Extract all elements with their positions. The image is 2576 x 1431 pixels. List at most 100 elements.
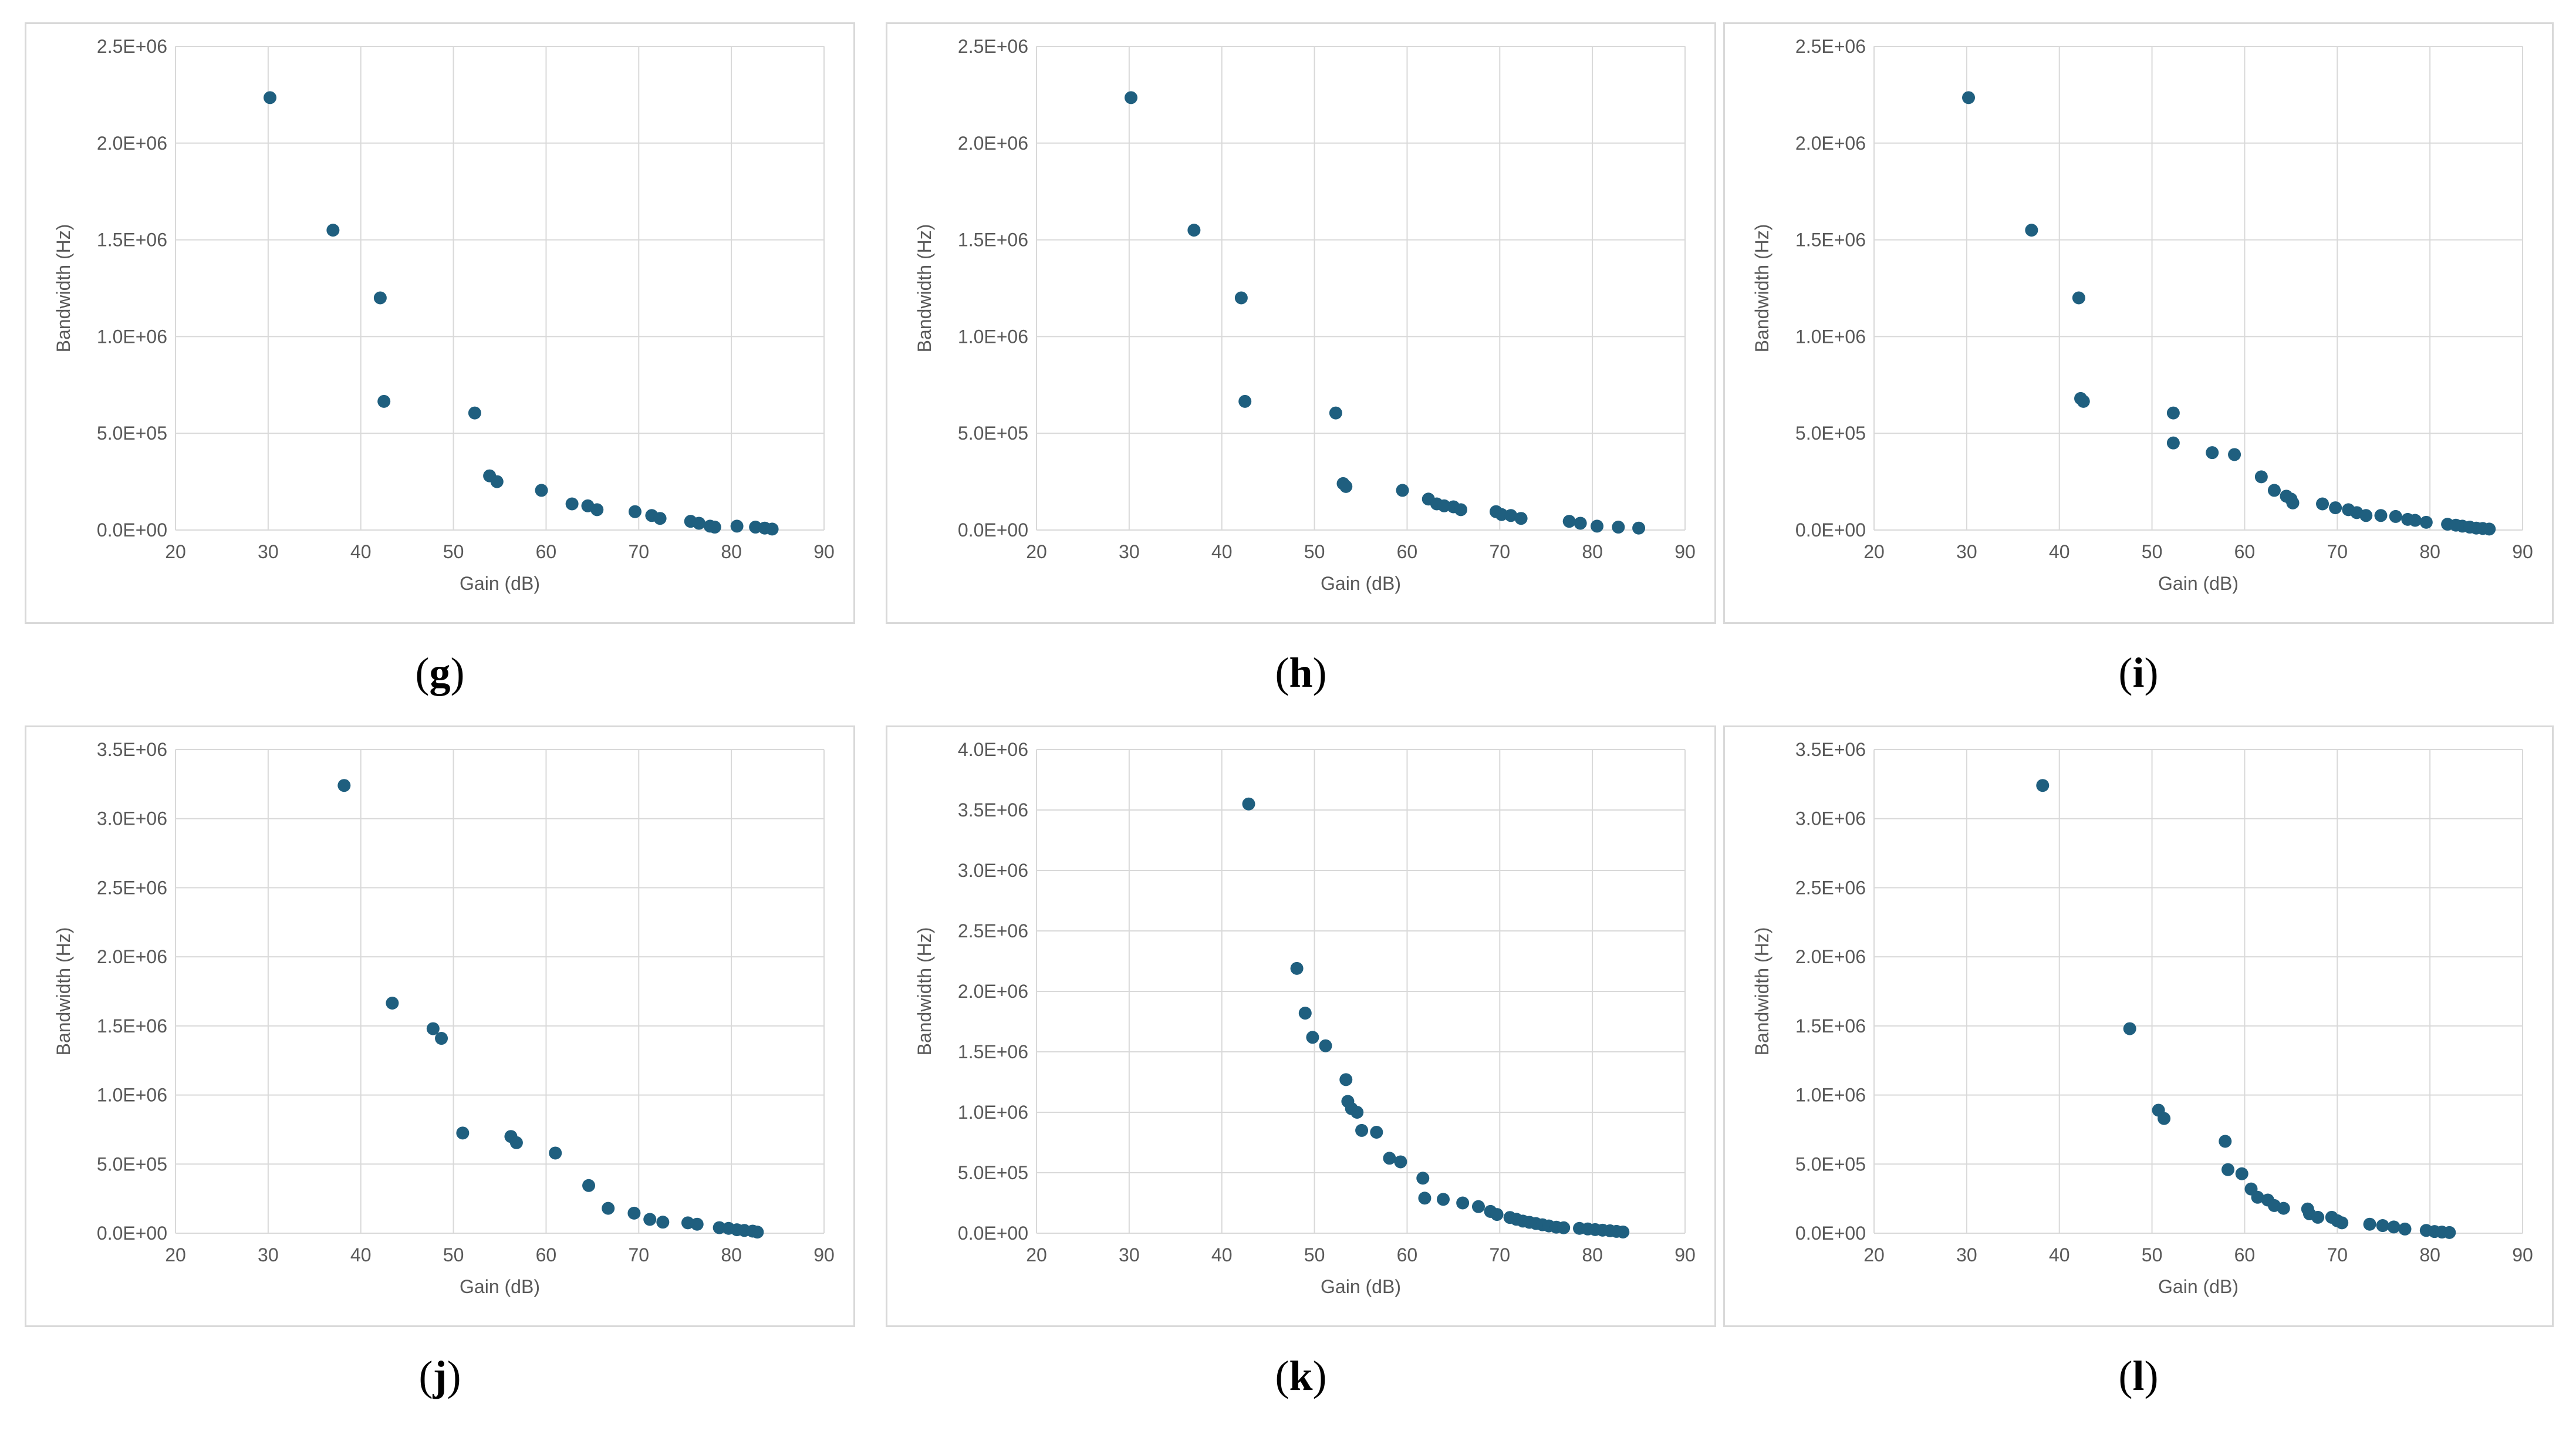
chart-panel-g: 0.0E+00 5.0E+05 1.0E+06 1.5E+06 2.0E+06 2.5E+… xyxy=(25,22,855,624)
data-point xyxy=(2206,446,2219,460)
data-point xyxy=(1574,517,1587,530)
data-point xyxy=(2286,496,2300,509)
chart-svg-l: 0.0E+00 5.0E+05 1.0E+06 1.5E+06 2.0E+06 2.5E+… xyxy=(1751,739,2533,1297)
data-point xyxy=(627,1206,641,1220)
y-tick-label: 1.5E+06 xyxy=(958,1041,1028,1062)
x-tick-label: 30 xyxy=(258,541,279,562)
data-point xyxy=(1490,1208,1504,1221)
data-point xyxy=(751,1226,764,1239)
data-point xyxy=(1612,521,1625,534)
panel-caption-letter: l xyxy=(2132,1352,2145,1399)
x-tick-label: 60 xyxy=(536,1244,557,1265)
data-point xyxy=(2408,514,2422,527)
y-tick-label: 2.0E+06 xyxy=(958,133,1028,154)
x-tick-label: 50 xyxy=(1304,541,1325,562)
y-tick-label: 1.5E+06 xyxy=(958,230,1028,251)
data-point xyxy=(1355,1123,1369,1137)
x-tick-label: 80 xyxy=(2419,1244,2440,1265)
chart-svg-k: 0.0E+00 5.0E+05 1.0E+06 1.5E+06 2.0E+06 2.5E+… xyxy=(914,739,1696,1297)
x-tick-label: 50 xyxy=(443,541,464,562)
data-point xyxy=(2387,1220,2401,1234)
y-tick-label: 3.5E+06 xyxy=(97,739,167,760)
x-tick-label: 20 xyxy=(1026,541,1047,562)
y-tick-label: 0.0E+00 xyxy=(1795,519,1866,541)
x-tick-label: 60 xyxy=(1397,541,1418,562)
y-tick-label: 3.0E+06 xyxy=(1795,808,1866,829)
data-point xyxy=(1351,1106,1364,1119)
data-point xyxy=(2419,515,2433,529)
y-axis-title: Bandwidth (Hz) xyxy=(1751,927,1773,1056)
data-point xyxy=(2374,509,2388,522)
data-point xyxy=(468,406,481,420)
data-point xyxy=(765,522,779,536)
data-point xyxy=(2025,224,2038,237)
panel-caption-letter: g xyxy=(429,649,451,696)
x-tick-label: 20 xyxy=(165,1244,186,1265)
data-point xyxy=(1416,1172,1430,1185)
y-tick-label: 5.0E+05 xyxy=(958,423,1028,444)
y-tick-label: 3.0E+06 xyxy=(958,860,1028,881)
data-point xyxy=(1616,1225,1630,1238)
x-tick-label: 50 xyxy=(1304,1244,1325,1265)
y-tick-label: 0.0E+00 xyxy=(97,1223,167,1244)
data-point xyxy=(1339,1073,1353,1086)
x-axis-title: Gain (dB) xyxy=(460,1276,540,1297)
data-point xyxy=(2398,1222,2412,1236)
data-point xyxy=(2219,1135,2232,1148)
data-point xyxy=(326,224,340,237)
x-tick-label: 90 xyxy=(813,1244,835,1265)
chart-panel-k: 0.0E+00 5.0E+05 1.0E+06 1.5E+06 2.0E+06 2.5E+… xyxy=(886,725,1716,1327)
data-point xyxy=(2329,501,2342,515)
y-tick-label: 2.0E+06 xyxy=(97,946,167,967)
data-point xyxy=(1471,1200,1485,1213)
data-point xyxy=(1242,797,1255,811)
x-tick-label: 20 xyxy=(1863,541,1885,562)
data-point xyxy=(2158,1112,2171,1125)
x-tick-label: 80 xyxy=(1582,1244,1603,1265)
x-tick-label: 60 xyxy=(2234,541,2256,562)
data-point xyxy=(653,512,667,525)
x-tick-label: 70 xyxy=(1489,541,1510,562)
y-tick-label: 1.0E+06 xyxy=(97,1085,167,1106)
y-tick-label: 5.0E+05 xyxy=(97,1153,167,1174)
data-point xyxy=(1514,512,1528,525)
x-tick-label: 80 xyxy=(1582,541,1603,562)
data-point xyxy=(1238,394,1252,408)
y-tick-label: 0.0E+00 xyxy=(1795,1223,1866,1244)
data-point xyxy=(1306,1031,1319,1044)
y-axis-title: Bandwidth (Hz) xyxy=(914,224,935,353)
y-tick-label: 1.0E+06 xyxy=(97,326,167,347)
x-tick-label: 50 xyxy=(2142,1244,2163,1265)
data-point xyxy=(1394,1155,1407,1169)
x-tick-label: 70 xyxy=(2327,1244,2348,1265)
chart-svg-i: 0.0E+00 5.0E+05 1.0E+06 1.5E+06 2.0E+06 2.5E+… xyxy=(1751,36,2533,594)
y-tick-label: 1.0E+06 xyxy=(958,326,1028,347)
y-tick-label: 1.0E+06 xyxy=(1795,326,1866,347)
y-tick-label: 2.0E+06 xyxy=(1795,133,1866,154)
x-axis-title: Gain (dB) xyxy=(2158,573,2239,594)
data-point xyxy=(1591,519,1604,533)
y-tick-label: 2.5E+06 xyxy=(958,36,1028,57)
y-tick-label: 2.5E+06 xyxy=(958,920,1028,941)
x-tick-label: 70 xyxy=(628,1244,649,1265)
x-tick-label: 30 xyxy=(1119,541,1140,562)
data-point xyxy=(2228,448,2241,461)
data-point xyxy=(509,1136,523,1149)
y-axis-title: Bandwidth (Hz) xyxy=(53,927,74,1056)
x-tick-label: 60 xyxy=(2234,1244,2256,1265)
panel-caption-letter: j xyxy=(433,1352,447,1399)
panel-caption-letter: i xyxy=(2132,649,2145,696)
data-point xyxy=(1383,1152,1396,1165)
x-tick-label: 60 xyxy=(1397,1244,1418,1265)
x-tick-label: 50 xyxy=(443,1244,464,1265)
y-tick-label: 1.5E+06 xyxy=(97,230,167,251)
x-tick-label: 40 xyxy=(1211,1244,1233,1265)
x-tick-label: 40 xyxy=(1211,541,1233,562)
y-tick-label: 2.0E+06 xyxy=(958,981,1028,1002)
data-point xyxy=(490,475,504,488)
x-tick-label: 30 xyxy=(258,1244,279,1265)
data-point xyxy=(708,521,721,534)
data-point xyxy=(1962,91,1976,104)
y-tick-label: 5.0E+05 xyxy=(1795,423,1866,444)
data-point xyxy=(730,519,744,533)
